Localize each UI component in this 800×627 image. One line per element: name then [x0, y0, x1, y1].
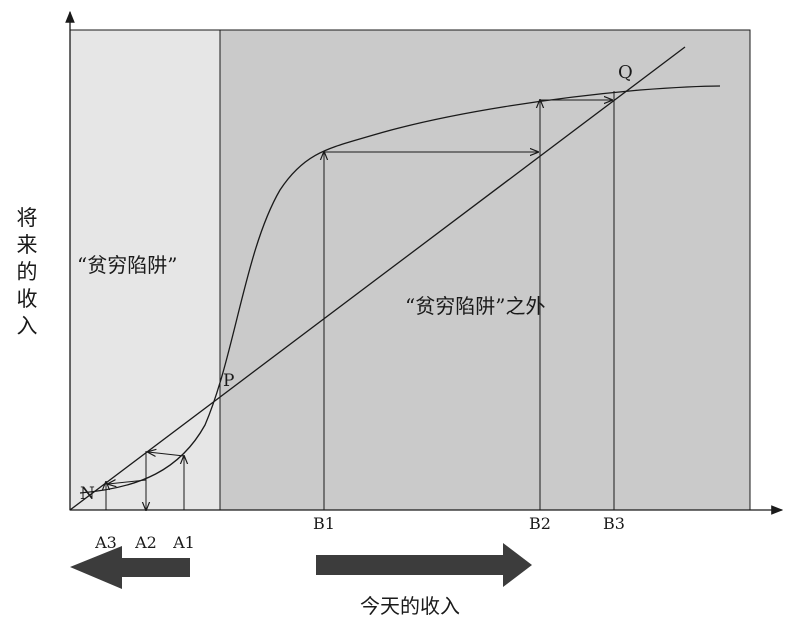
tick-b2: B2: [529, 514, 551, 533]
poverty-trap-region: [69, 29, 221, 511]
left-arrow: [70, 546, 190, 589]
point-q-label: Q: [618, 62, 633, 83]
tick-b3: B3: [603, 514, 625, 533]
trap-arrow-2: [108, 480, 147, 484]
y-axis-label: 将来的收入: [16, 206, 38, 338]
x-axis-label: 今天的收入: [360, 594, 460, 618]
tick-a1: A1: [172, 533, 195, 552]
outside-trap-region: [219, 29, 751, 511]
tick-a2: A2: [134, 533, 157, 552]
trap-region-label: “贫穷陷阱”: [77, 253, 177, 277]
point-n-label: N: [80, 484, 95, 504]
outside-region-label: “贫穷陷阱”之外: [405, 294, 545, 318]
trap-arrow-1: [148, 452, 185, 456]
right-arrow: [316, 543, 532, 587]
tick-a3: A3: [94, 533, 117, 552]
point-p-label: P: [223, 371, 234, 391]
s-curve: [79, 85, 721, 494]
tick-b1: B1: [313, 514, 335, 533]
forty-five-degree-line: [69, 46, 686, 511]
